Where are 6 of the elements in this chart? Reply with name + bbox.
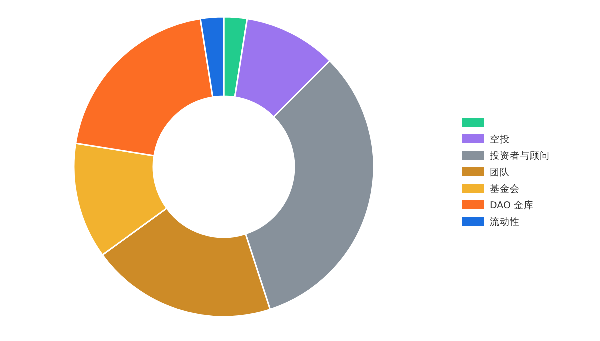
legend-label: 投资者与顾问 bbox=[489, 150, 550, 162]
legend-label: 流动性 bbox=[490, 216, 520, 228]
legend-label: 团队 bbox=[490, 166, 510, 178]
legend-label: DAO 金库 bbox=[490, 200, 534, 212]
legend-label: 基金会 bbox=[490, 183, 520, 195]
legend-label: 空投 bbox=[490, 134, 510, 146]
